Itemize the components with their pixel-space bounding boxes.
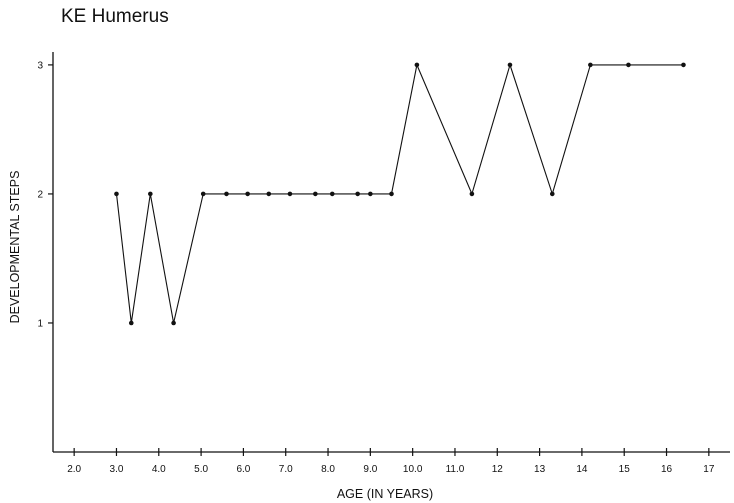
- data-point: [588, 62, 593, 68]
- data-point: [287, 191, 293, 197]
- x-tick-label: 12: [492, 464, 504, 475]
- x-tick-label: 11.0: [446, 464, 465, 475]
- x-tick-label: 15: [619, 464, 631, 475]
- x-ticks: 2.0 3.0 4.0 5.0 6.0 7.0 8.0 9.0 10.0 11.0 12 13 14 15…: [67, 448, 715, 475]
- x-tick-label: 7.0: [279, 464, 293, 475]
- x-tick-label: 3.0: [110, 464, 124, 475]
- x-tick-label: 10.0: [403, 464, 423, 475]
- y-tick-label: 3: [37, 60, 43, 71]
- data-point: [128, 320, 134, 326]
- data-point: [626, 62, 631, 68]
- y-tick-label: 1: [37, 318, 43, 329]
- x-axis-title: AGE (IN YEARS): [337, 487, 433, 501]
- x-tick-label: 16: [661, 464, 673, 475]
- y-axis-title: DEVELOPMENTAL STEPS: [8, 171, 22, 324]
- x-tick-label: 5.0: [194, 464, 208, 475]
- data-point: [224, 191, 229, 197]
- data-point: [245, 191, 250, 197]
- data-point: [389, 191, 394, 197]
- data-point: [200, 191, 206, 197]
- x-tick-label: 13: [534, 464, 546, 475]
- data-point: [329, 191, 335, 197]
- data-point: [507, 62, 513, 68]
- x-tick-label: 4.0: [152, 464, 166, 475]
- data-point: [681, 62, 686, 68]
- x-tick-label: 2.0: [67, 464, 81, 475]
- data-point: [313, 191, 318, 197]
- x-tick-label: 14: [576, 464, 588, 475]
- data-point: [368, 191, 373, 197]
- data-point: [148, 191, 153, 197]
- data-point: [171, 320, 176, 326]
- data-point: [266, 191, 272, 197]
- x-tick-label: 6.0: [236, 464, 250, 475]
- data-point: [469, 191, 475, 197]
- y-tick-label: 2: [37, 189, 43, 200]
- x-tick-label: 8.0: [321, 464, 335, 475]
- data-point: [549, 191, 555, 197]
- data-point: [355, 191, 360, 197]
- data-points: [114, 62, 686, 326]
- data-point: [114, 191, 119, 197]
- chart-title: KE Humerus: [61, 6, 169, 27]
- x-tick-label: 17: [703, 464, 715, 475]
- x-tick-label: 9.0: [363, 464, 377, 475]
- y-ticks: 1 2 3: [37, 60, 53, 329]
- data-point: [414, 62, 420, 68]
